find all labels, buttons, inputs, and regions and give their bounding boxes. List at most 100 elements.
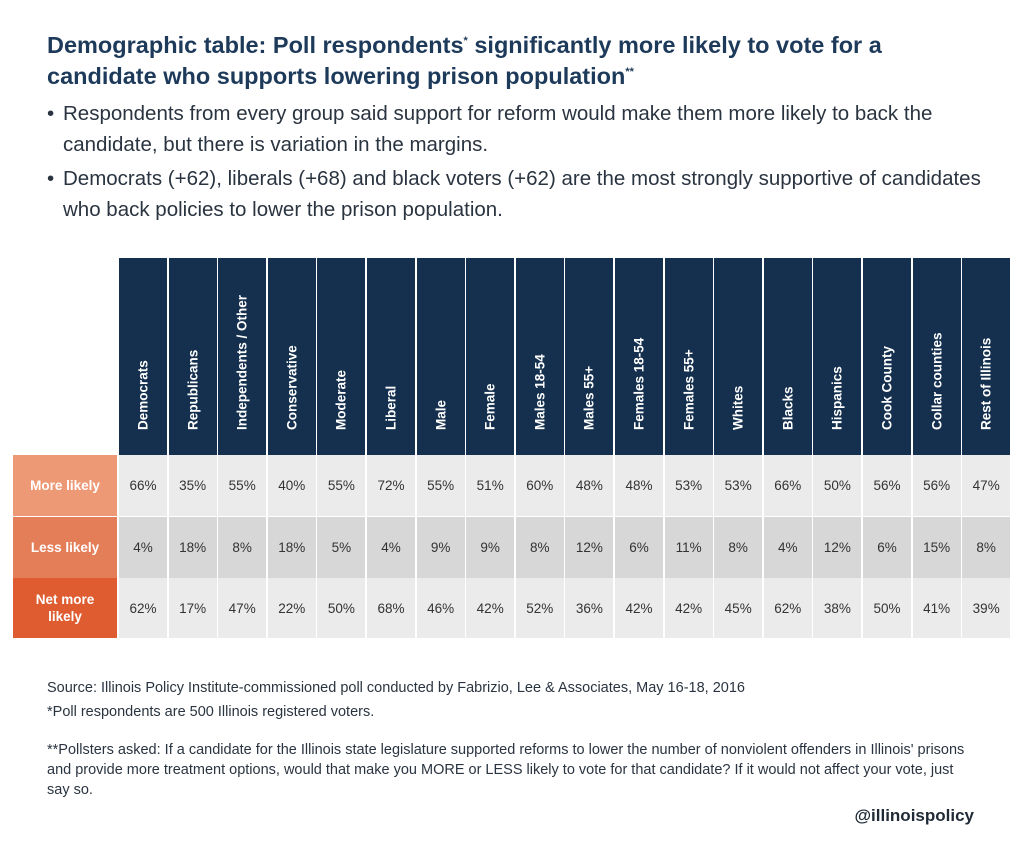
column-header-label: Male [433,399,449,430]
table-cell: 72% [367,455,415,516]
table-cell: 18% [267,517,316,578]
table-cell: 9% [466,517,515,578]
table-cell: 22% [267,578,316,638]
column-header-label: Cook County [879,346,895,430]
column-header: Moderate [317,258,366,455]
table-cell: 66% [119,455,167,516]
summary-bullets: Respondents from every group said suppor… [47,98,997,228]
column-header: Females 55+ [664,258,713,455]
table-cell: 66% [763,455,812,516]
table-cell: 56% [863,455,911,516]
table-cell: 41% [912,578,961,638]
column-header-label: Females 55+ [681,349,697,430]
table-cell: 4% [763,517,812,578]
table-cell: 6% [615,517,663,578]
table-cell: 50% [863,578,911,638]
table-cell: 50% [813,455,862,516]
summary-bullet: Democrats (+62), liberals (+68) and blac… [47,163,997,225]
column-header: Democrats [119,258,167,455]
table-cell: 55% [416,455,465,516]
column-header-label: Republicans [185,349,201,430]
footnote-question: **Pollsters asked: If a candidate for th… [47,742,965,798]
column-header: Republicans [168,258,217,455]
table-cell: 46% [416,578,465,638]
table-cell: 6% [863,517,911,578]
table-cell: 47% [218,578,267,638]
column-header: Males 55+ [565,258,614,455]
table-cell: 68% [367,578,415,638]
column-header-label: Blacks [780,386,796,430]
table-cell: 8% [714,517,763,578]
table-cell: 55% [317,455,366,516]
table-cell: 11% [664,517,713,578]
table-cell: 4% [367,517,415,578]
footnote-respondents: *Poll respondents are 500 Illinois regis… [47,704,375,720]
row-label: Less likely [13,517,117,578]
column-header: Independents / Other [218,258,267,455]
column-header-label: Females 18-54 [631,337,647,430]
column-header: Collar counties [912,258,961,455]
table-cell: 51% [466,455,515,516]
table-cell: 42% [664,578,713,638]
column-header-label: Moderate [333,369,349,430]
table-cell: 52% [515,578,564,638]
summary-bullet: Respondents from every group said suppor… [47,98,997,160]
table-cell: 15% [912,517,961,578]
table-cell: 40% [267,455,316,516]
column-header: Rest of Illinois [962,258,1011,455]
table-cell: 36% [565,578,614,638]
table-cell: 62% [119,578,167,638]
column-header-label: Whites [730,385,746,430]
column-header-label: Female [482,383,498,430]
table-cell: 12% [813,517,862,578]
column-header: Liberal [367,258,415,455]
title-text-continued: significantly more likely to vote for a … [47,32,882,89]
table-cell: 45% [714,578,763,638]
table-cell: 48% [565,455,614,516]
column-header: Blacks [763,258,812,455]
table-cell: 55% [218,455,267,516]
page-title: Demographic table: Poll respondents* sig… [47,30,987,92]
column-header: Females 18-54 [615,258,663,455]
table-cell: 8% [218,517,267,578]
table-cell: 9% [416,517,465,578]
column-header-label: Liberal [383,385,399,430]
title-footnote-marker: * [463,35,468,48]
table-cell: 39% [962,578,1011,638]
row-label: Net more likely [13,578,117,638]
column-header: Cook County [863,258,911,455]
social-handle: @illinoispolicy [854,806,974,825]
table-cell: 62% [763,578,812,638]
table-cell: 17% [168,578,217,638]
table-cell: 5% [317,517,366,578]
column-header: Males 18-54 [515,258,564,455]
column-header-label: Hispanics [829,366,845,430]
table-cell: 8% [962,517,1011,578]
source-note: Source: Illinois Policy Institute-commis… [47,680,745,696]
table-cell: 53% [664,455,713,516]
table-cell: 42% [466,578,515,638]
table-cell: 38% [813,578,862,638]
column-header: Hispanics [813,258,862,455]
table-cell: 42% [615,578,663,638]
table-cell: 53% [714,455,763,516]
table-cell: 60% [515,455,564,516]
title-footnote-marker-2: ** [625,66,634,79]
table-cell: 4% [119,517,167,578]
table-cell: 50% [317,578,366,638]
column-header-label: Conservative [284,345,300,430]
table-cell: 56% [912,455,961,516]
column-header: Conservative [267,258,316,455]
column-header: Whites [714,258,763,455]
column-header: Male [416,258,465,455]
title-text: Demographic table: Poll respondents [47,32,464,58]
column-header-label: Democrats [135,360,151,430]
table-cell: 18% [168,517,217,578]
table-cell: 12% [565,517,614,578]
column-header-label: Males 55+ [581,365,597,430]
table-cell: 8% [515,517,564,578]
column-header-label: Collar counties [929,332,945,430]
table-cell: 35% [168,455,217,516]
column-header-label: Rest of Illinois [978,337,994,430]
column-header-label: Independents / Other [234,294,250,430]
